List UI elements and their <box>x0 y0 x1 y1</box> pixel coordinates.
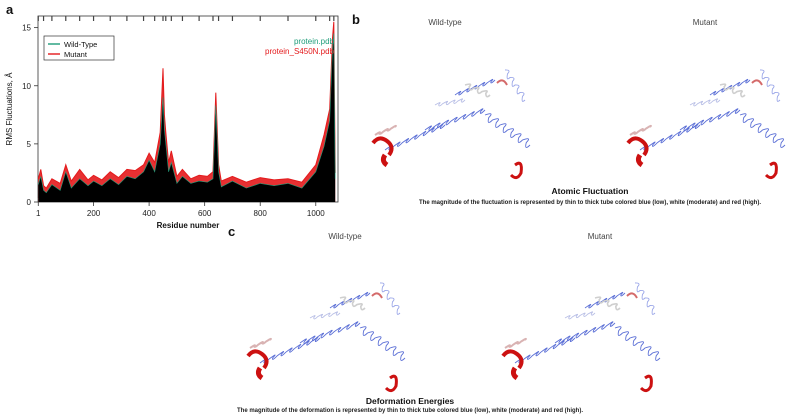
backbone-segment <box>554 321 616 344</box>
c-wildtype-structure <box>246 282 406 393</box>
panel-label-c: c <box>228 224 236 239</box>
backbone-segment <box>379 282 401 315</box>
high-fluctuation-tube <box>626 136 649 157</box>
legend-entry: Mutant <box>64 50 88 59</box>
backbone-segment <box>679 108 741 131</box>
b-wildtype-structure <box>371 69 531 180</box>
moderate-tube <box>504 337 527 349</box>
high-fluctuation-tube <box>751 79 763 86</box>
backbone-segment <box>434 98 466 107</box>
high-fluctuation-tube <box>246 349 269 370</box>
backbone-segment <box>614 326 661 361</box>
x-axis-label: Residue number <box>157 221 220 230</box>
series-mutant-line <box>37 21 336 189</box>
high-fluctuation-tube <box>255 366 264 381</box>
x-tick-label: 800 <box>254 209 268 218</box>
x-tick-label: 1000 <box>307 209 325 218</box>
moderate-tube <box>374 124 397 136</box>
high-fluctuation-tube <box>371 136 394 157</box>
moderate-tube <box>594 296 621 311</box>
moderate-tube <box>249 337 272 349</box>
high-fluctuation-tube <box>384 374 398 393</box>
y-tick-label: 5 <box>27 140 32 149</box>
moderate-tube <box>719 83 746 98</box>
annotation-label: protein_S450N.pdb <box>265 47 334 56</box>
c-caption-title: Deformation Energies <box>365 396 455 406</box>
high-fluctuation-tube <box>639 374 653 393</box>
high-fluctuation-tube <box>509 161 523 180</box>
y-tick-label: 10 <box>22 82 31 91</box>
backbone-segment <box>564 311 596 320</box>
rmsf-line-chart: 0 5 10 15 1 200 400 600 800 1000 Residue number RMS… <box>5 15 339 230</box>
annotation-label: protein.pdb <box>294 37 335 46</box>
b-caption-title: Atomic Fluctuation <box>551 186 629 196</box>
c-mutant-structure <box>501 282 661 393</box>
moderate-tube <box>464 83 491 98</box>
backbone-segment <box>309 311 341 320</box>
y-axis-label: RMS Fluctuations, Å <box>5 72 14 146</box>
backbone-segment <box>689 98 721 107</box>
c-caption-text: The magnitude of the deformation is repr… <box>236 408 584 414</box>
high-fluctuation-tube <box>764 161 778 180</box>
backbone-segment <box>759 69 781 102</box>
high-fluctuation-tube <box>626 292 638 299</box>
b-caption-text: The magnitude of the fluctuation is repr… <box>418 200 761 206</box>
backbone-segment <box>384 123 446 151</box>
y-tick-label: 0 <box>27 198 32 207</box>
x-tick-label: 600 <box>198 209 212 218</box>
high-fluctuation-tube <box>371 292 383 299</box>
moderate-tube <box>629 124 652 136</box>
series-wildtype-area <box>38 33 336 203</box>
x-tick-label: 1 <box>36 209 41 218</box>
moderate-tube <box>339 296 366 311</box>
panel-label-a: a <box>6 2 14 17</box>
backbone-segment <box>359 326 406 361</box>
panel-label-b: b <box>352 12 360 27</box>
high-fluctuation-tube <box>510 366 519 381</box>
y-tick-label: 15 <box>22 24 31 33</box>
backbone-segment <box>259 336 321 364</box>
b-mutant-structure <box>626 69 786 180</box>
backbone-segment <box>424 108 486 131</box>
backbone-segment <box>299 321 361 344</box>
series-wildtype-line <box>38 33 336 194</box>
high-fluctuation-tube <box>501 349 524 370</box>
backbone-segment <box>639 123 701 151</box>
backbone-segment <box>504 69 526 102</box>
high-fluctuation-tube <box>380 153 389 168</box>
backbone-segment <box>514 336 576 364</box>
b-wildtype-title: Wild-type <box>428 18 462 27</box>
backbone-segment <box>634 282 656 315</box>
legend-box <box>43 35 115 61</box>
backbone-segment <box>484 113 531 148</box>
x-tick-label: 200 <box>87 209 101 218</box>
high-fluctuation-tube <box>496 79 508 86</box>
legend-entry: Wild-Type <box>64 40 97 49</box>
c-wildtype-title: Wild-type <box>328 232 362 241</box>
x-tick-label: 400 <box>142 209 156 218</box>
high-fluctuation-tube <box>635 153 644 168</box>
c-mutant-title: Mutant <box>587 232 613 241</box>
backbone-segment <box>739 113 786 148</box>
b-mutant-title: Mutant <box>692 18 718 27</box>
